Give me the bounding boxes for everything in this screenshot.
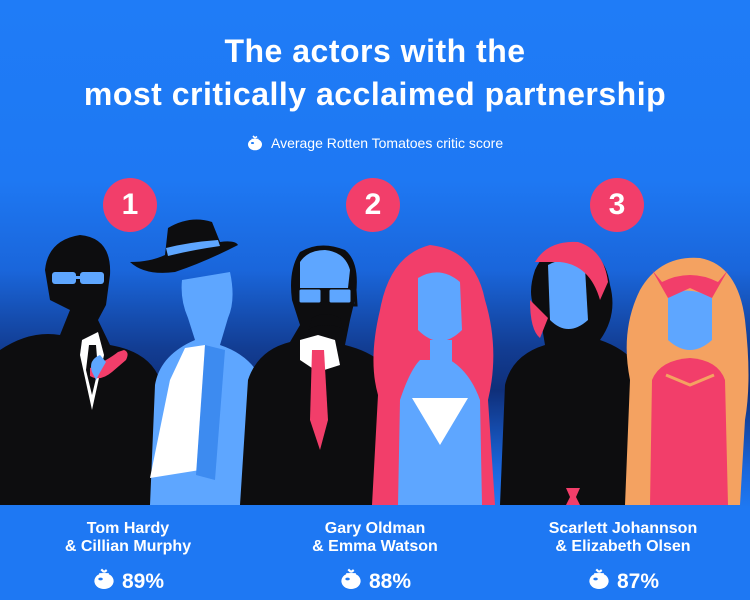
partnership-2-line-2: & Emma Watson (312, 538, 438, 555)
partnership-3-line-1: Scarlett Johannson (548, 520, 698, 537)
partnership-2-score: 88% (265, 568, 485, 596)
partnership-1-score: 89% (18, 568, 238, 596)
title-line-1: The actors with the (224, 33, 526, 69)
tomato-icon (339, 568, 363, 596)
gary-oldman-silhouette (240, 245, 395, 506)
cillian-murphy-silhouette (130, 219, 270, 505)
legend: Average Rotten Tomatoes critic score (0, 135, 750, 154)
scarlett-johansson-silhouette (500, 241, 650, 505)
rank-badge-2: 2 (346, 178, 400, 232)
partnership-1: Tom Hardy & Cillian Murphy 89% (18, 520, 238, 596)
score-value: 89% (121, 570, 165, 593)
title-line-2: most critically acclaimed partnership (83, 76, 667, 112)
tom-hardy-silhouette (0, 235, 175, 505)
emma-watson-silhouette (372, 245, 495, 505)
score-value: 88% (368, 570, 412, 593)
partnership-2-line-1: Gary Oldman (324, 520, 426, 537)
tomato-icon (247, 135, 263, 154)
legend-label: Average Rotten Tomatoes critic score (270, 135, 504, 151)
partnership-3-score: 87% (513, 568, 733, 596)
elizabeth-olsen-silhouette (625, 257, 749, 505)
tomato-icon (587, 568, 611, 596)
rank-badge-3: 3 (590, 178, 644, 232)
tomato-icon (92, 568, 116, 596)
footer-band (0, 508, 750, 600)
rank-badge-1: 1 (103, 178, 157, 232)
partnership-1-line-2: & Cillian Murphy (64, 538, 192, 555)
partnership-1-line-1: Tom Hardy (86, 520, 170, 537)
partnership-3-line-2: & Elizabeth Olsen (555, 538, 691, 555)
partnership-3: Scarlett Johannson & Elizabeth Olsen 87% (513, 520, 733, 596)
score-value: 87% (616, 570, 660, 593)
partnership-2: Gary Oldman & Emma Watson 88% (265, 520, 485, 596)
